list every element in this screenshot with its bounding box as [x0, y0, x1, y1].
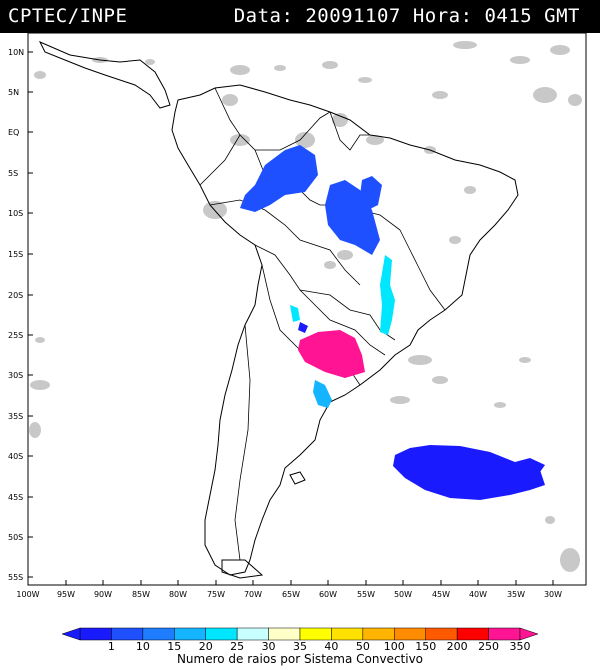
- lat-label: 10S: [8, 209, 23, 218]
- datetime-title: Data: 20091107 Hora: 0415 GMT: [234, 5, 580, 27]
- date-label: Data:: [233, 5, 294, 27]
- lat-label: 5N: [8, 88, 19, 97]
- lon-label: 65W: [282, 590, 300, 599]
- legend-swatch: [362, 627, 395, 641]
- legend-arrow-left: [61, 627, 81, 641]
- lightning-color-scale: 1 10 15 20 25 30 35 40 50 100 150 200 250 350: [61, 627, 539, 653]
- lon-label: 40W: [469, 590, 487, 599]
- lat-label: 55S: [8, 573, 23, 582]
- legend-tick-label: 25: [230, 640, 244, 653]
- legend-tick-label: 100: [384, 640, 405, 653]
- longitude-ticks: [65, 580, 554, 585]
- legend-swatch: [205, 627, 238, 641]
- lightning-map: 10N 5N EQ 5S 10S 15S 20S 25S 30S 35S 40S…: [8, 33, 587, 653]
- lat-label: EQ: [8, 128, 19, 137]
- map-frame: [27, 33, 587, 586]
- legend-tick-label: 40: [324, 640, 338, 653]
- legend-arrow-right: [519, 627, 539, 641]
- lat-label: 45S: [8, 493, 23, 502]
- lon-label: 100W: [16, 590, 39, 599]
- legend-swatch: [425, 627, 458, 641]
- legend-swatch: [268, 627, 301, 641]
- time-value: 0415 GMT: [484, 5, 580, 27]
- legend-tick-label: 20: [199, 640, 213, 653]
- legend-swatch: [142, 627, 175, 641]
- system-amazon-west: [240, 145, 318, 212]
- system-central-brazil: [325, 180, 380, 255]
- legend-tick-label: 35: [293, 640, 307, 653]
- legend-tick-label: 200: [447, 640, 468, 653]
- legend-swatch: [174, 627, 206, 641]
- lon-label: 55W: [357, 590, 375, 599]
- legend-tick-label: 1: [108, 640, 115, 653]
- legend-tick-label: 30: [262, 640, 276, 653]
- system-chaco-blue: [298, 322, 308, 333]
- legend-tick-label: 150: [415, 640, 436, 653]
- lon-label: 35W: [507, 590, 525, 599]
- lat-label: 15S: [8, 250, 23, 259]
- legend-swatch: [79, 627, 112, 641]
- legend-swatch: [299, 627, 332, 641]
- legend-swatch: [111, 627, 144, 641]
- lon-label: 60W: [319, 590, 337, 599]
- latitude-ticks: [28, 51, 33, 578]
- tierra-del-fuego: [221, 559, 264, 579]
- source-title: CPTEC/INPE: [8, 5, 128, 27]
- legend-swatch: [331, 627, 364, 641]
- legend-tick-label: 10: [136, 640, 150, 653]
- system-buenos-aires-cyan: [313, 380, 332, 408]
- scale-label: Numero de raios por Sistema Convectivo: [176, 652, 424, 666]
- legend-tick-label: 250: [478, 640, 499, 653]
- system-mato-grosso-cyan: [380, 255, 395, 335]
- legend-swatch: [236, 627, 269, 641]
- system-east-brazil: [360, 176, 382, 210]
- lat-label: 50S: [8, 533, 23, 542]
- system-chaco-cyan: [290, 305, 300, 322]
- coastlines: [38, 40, 519, 579]
- south-america-coast: [171, 84, 519, 576]
- system-northern-argentina: [298, 330, 365, 378]
- latitude-axis: 10N 5N EQ 5S 10S 15S 20S 25S 30S 35S 40S…: [8, 48, 24, 582]
- legend-tick-label: 15: [167, 640, 181, 653]
- time-label: Hora:: [412, 5, 473, 27]
- lon-label: 90W: [94, 590, 112, 599]
- system-atlantic-tail: [515, 458, 545, 472]
- system-atlantic: [393, 445, 545, 500]
- lat-label: 10N: [8, 48, 24, 57]
- lon-label: 70W: [244, 590, 262, 599]
- central-america-coast: [38, 40, 171, 109]
- lat-label: 35S: [8, 412, 23, 421]
- lon-label: 95W: [57, 590, 75, 599]
- lon-label: 75W: [207, 590, 225, 599]
- legend-swatch: [394, 627, 426, 641]
- lon-label: 50W: [394, 590, 412, 599]
- lon-label: 80W: [169, 590, 187, 599]
- lat-label: 20S: [8, 291, 23, 300]
- falklands: [289, 471, 306, 485]
- legend-tick-label: 50: [356, 640, 370, 653]
- lat-label: 25S: [8, 331, 23, 340]
- lat-label: 40S: [8, 452, 23, 461]
- legend-tick-label: 350: [510, 640, 531, 653]
- background-clouds: [29, 41, 582, 572]
- lon-label: 30W: [544, 590, 562, 599]
- lon-label: 85W: [132, 590, 150, 599]
- legend-swatch: [488, 627, 521, 641]
- lat-label: 30S: [8, 371, 23, 380]
- lon-label: 45W: [432, 590, 450, 599]
- lightning-systems: [240, 145, 545, 500]
- date-value: 20091107: [305, 5, 401, 27]
- longitude-axis: 100W 95W 90W 85W 80W 75W 70W 65W 60W 55W…: [16, 590, 562, 599]
- legend-swatch: [456, 627, 489, 641]
- header-bar: CPTEC/INPE Data: 20091107 Hora: 0415 GMT: [0, 0, 600, 33]
- lat-label: 5S: [8, 169, 18, 178]
